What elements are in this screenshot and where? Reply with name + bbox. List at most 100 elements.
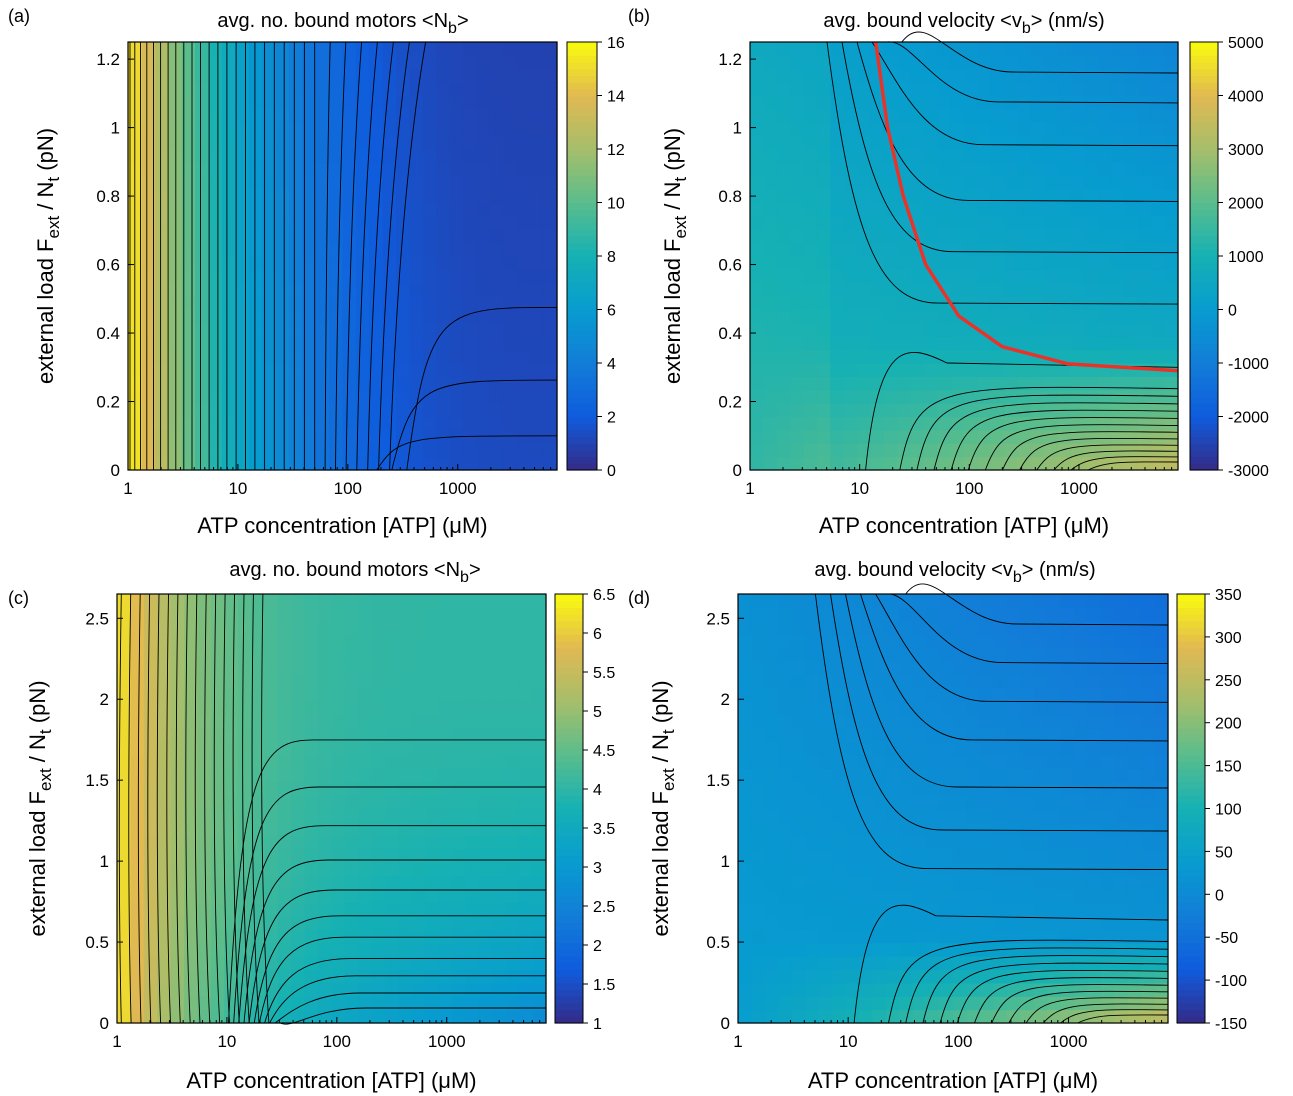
heatmap-cell bbox=[966, 915, 981, 930]
heatmap-cell bbox=[939, 955, 954, 970]
heatmap-cell bbox=[845, 955, 860, 970]
heatmap-cell bbox=[288, 456, 303, 471]
heatmap-cell bbox=[843, 162, 858, 177]
contour-line bbox=[886, 41, 1179, 104]
heatmap-cell bbox=[1087, 768, 1102, 783]
x-axis-label: ATP concentration [ATP] (μM) bbox=[808, 1068, 1098, 1093]
heatmap-cell bbox=[1033, 594, 1048, 609]
heatmap-cell bbox=[926, 634, 941, 649]
heatmap-cell bbox=[899, 701, 914, 716]
heatmap-cell bbox=[966, 982, 981, 997]
heatmap-cell bbox=[436, 162, 451, 177]
heatmap-cell bbox=[184, 768, 199, 783]
colorbar-step bbox=[567, 316, 597, 324]
heatmap-cell bbox=[750, 336, 764, 351]
heatmap-cell bbox=[355, 42, 370, 56]
heatmap-cell bbox=[344, 1009, 359, 1024]
heatmap-cell bbox=[818, 1009, 833, 1024]
heatmap-cell bbox=[168, 363, 183, 377]
heatmap-cell bbox=[329, 189, 344, 204]
heatmap-cell bbox=[791, 929, 806, 944]
heatmap-cell bbox=[436, 416, 451, 431]
heatmap-cell bbox=[251, 728, 266, 743]
heatmap-cell bbox=[329, 336, 344, 351]
heatmap-cell bbox=[449, 42, 464, 56]
heatmap-cell bbox=[532, 607, 547, 622]
heatmap-cell bbox=[344, 902, 359, 917]
heatmap-cell bbox=[411, 607, 426, 622]
heatmap-cell bbox=[208, 256, 223, 270]
heatmap-cell bbox=[449, 202, 464, 217]
heatmap-cell bbox=[476, 202, 491, 217]
colorbar-step bbox=[1177, 620, 1205, 629]
heatmap-cell bbox=[184, 661, 199, 676]
heatmap-cell bbox=[830, 256, 845, 270]
heatmap-cell bbox=[1084, 256, 1099, 270]
heatmap-cell bbox=[221, 95, 236, 110]
heatmap-cell bbox=[1004, 149, 1019, 163]
heatmap-cell bbox=[1111, 242, 1126, 257]
heatmap-cell bbox=[422, 55, 437, 70]
colorbar-tick-label: -3000 bbox=[1228, 463, 1269, 480]
heatmap-cell bbox=[329, 256, 344, 270]
colorbar-step bbox=[555, 821, 583, 830]
heatmap-cell bbox=[449, 108, 464, 123]
heatmap-cell bbox=[870, 135, 885, 150]
heatmap-cell bbox=[315, 309, 330, 324]
heatmap-cell bbox=[1100, 996, 1115, 1011]
heatmap-cell bbox=[170, 674, 185, 689]
heatmap-cell bbox=[438, 888, 453, 903]
heatmap-cell bbox=[170, 795, 185, 810]
heatmap-cell bbox=[342, 363, 357, 377]
heatmap-cell bbox=[923, 363, 938, 377]
heatmap-cell bbox=[315, 189, 330, 204]
heatmap-cell bbox=[291, 835, 306, 850]
heatmap-cell bbox=[966, 955, 981, 970]
heatmap-cell bbox=[492, 848, 507, 863]
heatmap-cell bbox=[436, 443, 451, 458]
colorbar-step bbox=[1177, 815, 1205, 823]
heatmap-cell bbox=[449, 122, 464, 137]
heatmap-cell bbox=[872, 902, 887, 917]
heatmap-cell bbox=[937, 429, 952, 444]
heatmap-cell bbox=[130, 795, 145, 810]
heatmap-cell bbox=[805, 955, 820, 970]
heatmap-cell bbox=[1137, 122, 1152, 137]
heatmap-cell bbox=[776, 202, 791, 217]
heatmap-cell bbox=[117, 929, 132, 944]
heatmap-cell bbox=[382, 42, 397, 56]
heatmap-cell bbox=[197, 982, 212, 997]
heatmap-cell bbox=[117, 634, 132, 649]
heatmap-cell bbox=[329, 322, 344, 337]
colorbar-step bbox=[1190, 175, 1218, 184]
heatmap-cell bbox=[937, 242, 952, 257]
heatmap-cell bbox=[248, 95, 263, 110]
heatmap-cell bbox=[1111, 443, 1126, 458]
heatmap-cell bbox=[816, 122, 831, 137]
heatmap-cell bbox=[1004, 68, 1019, 83]
colorbar-tick-label: 4 bbox=[593, 782, 602, 799]
heatmap-cell bbox=[805, 942, 820, 957]
heatmap-cell bbox=[843, 55, 858, 70]
heatmap-cell bbox=[503, 376, 518, 391]
heatmap-cell bbox=[143, 687, 158, 702]
heatmap-cell bbox=[1071, 162, 1085, 177]
heatmap-cell bbox=[751, 768, 766, 783]
heatmap-cell bbox=[210, 634, 225, 649]
heatmap-cell bbox=[750, 269, 764, 284]
heatmap-cell bbox=[492, 969, 507, 984]
heatmap-cell bbox=[790, 443, 805, 458]
heatmap-cell bbox=[803, 389, 818, 404]
heatmap-cell bbox=[1004, 309, 1019, 324]
heatmap-cell bbox=[1124, 363, 1139, 377]
heatmap-cell bbox=[543, 68, 558, 83]
heatmap-cell bbox=[342, 82, 357, 97]
heatmap-cell bbox=[1060, 741, 1075, 756]
heatmap-cell bbox=[953, 848, 968, 863]
heatmap-cell bbox=[1100, 781, 1115, 796]
heatmap-cell bbox=[503, 149, 518, 163]
heatmap-cell bbox=[1137, 242, 1152, 257]
heatmap-cell bbox=[476, 309, 491, 324]
y-tick-label: 1.2 bbox=[96, 50, 120, 69]
heatmap-cell bbox=[398, 955, 413, 970]
